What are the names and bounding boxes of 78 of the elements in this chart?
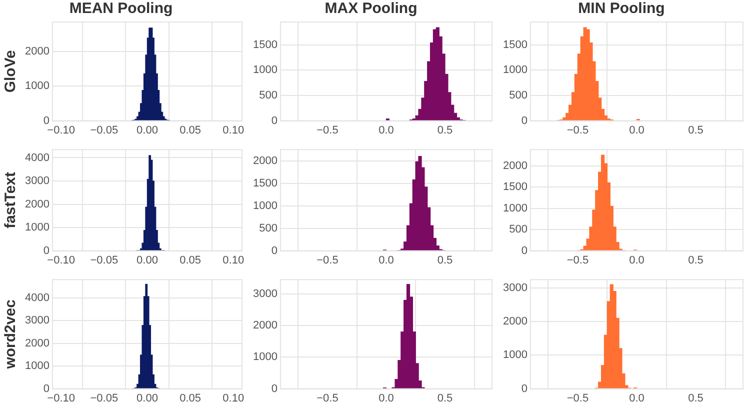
x-tick-label: 0.0 [629, 124, 644, 136]
x-tick-label: −0.10 [47, 254, 76, 266]
x-tick-label: −0.5 [566, 124, 589, 136]
y-tick-label: 0 [43, 244, 50, 257]
x-tick-label: 0.0 [378, 124, 394, 136]
y-tick-label: 0 [521, 244, 528, 257]
y-tick-label: 0 [521, 114, 528, 127]
y-tick-label: 1000 [24, 222, 50, 234]
y-tick-label: 2000 [24, 198, 50, 210]
x-tick-label: 0.5 [437, 124, 453, 136]
y-tick-label: 1000 [502, 64, 528, 76]
x-tick-label: 0.10 [222, 254, 244, 266]
x-tick-label: 0.10 [222, 124, 244, 136]
y-tick-label: 0 [271, 114, 278, 127]
y-tick-label: 2000 [252, 320, 278, 332]
y-tick-label: 2000 [24, 46, 50, 58]
x-tick-label: 0.05 [180, 124, 202, 136]
x-tick-label: 0.0 [629, 392, 644, 404]
y-tick-label: 0 [271, 382, 278, 395]
y-tick-label: 3000 [252, 288, 278, 300]
y-tick-label: 2000 [252, 154, 278, 167]
x-tick-label: −0.05 [90, 124, 118, 136]
x-tick-label: −0.10 [47, 124, 76, 136]
y-tick-label: 500 [259, 90, 278, 102]
x-tick-label: 0.00 [136, 254, 158, 266]
x-tick-label: 0.0 [629, 254, 644, 266]
x-tick-label: 0.5 [688, 254, 704, 266]
y-tick-label: 3000 [24, 175, 50, 188]
y-axis-title: GloVe [2, 50, 20, 93]
x-tick-label: 0.10 [222, 392, 244, 404]
y-tick-label: 3000 [502, 282, 528, 294]
y-tick-label: 2000 [502, 316, 528, 328]
x-tick-label: −0.05 [90, 392, 118, 404]
y-tick-label: 1000 [24, 80, 50, 92]
x-tick-label: −0.5 [316, 392, 338, 404]
x-tick-label: −0.10 [47, 392, 76, 404]
x-tick-label: 0.5 [688, 124, 704, 136]
y-tick-label: 0 [43, 382, 50, 395]
y-tick-label: 1000 [24, 360, 50, 372]
y-axis-title: word2vec [2, 300, 20, 370]
y-tick-label: 0 [271, 244, 278, 257]
chart-title: MAX Pooling [324, 0, 418, 18]
y-tick-label: 2000 [24, 337, 50, 350]
y-tick-label: 1500 [502, 181, 528, 194]
y-tick-label: 500 [509, 90, 528, 102]
y-tick-label: 500 [509, 224, 528, 236]
x-tick-label: 0.5 [688, 392, 704, 404]
y-tick-label: 1000 [502, 202, 528, 214]
x-tick-label: −0.5 [316, 254, 338, 266]
y-tick-label: 1000 [252, 351, 278, 364]
y-tick-label: 0 [43, 114, 50, 127]
x-tick-label: 0.05 [180, 254, 202, 266]
y-tick-label: 1000 [252, 64, 278, 76]
chart-title: MEAN Pooling [69, 0, 173, 18]
x-tick-label: −0.5 [316, 124, 338, 136]
y-tick-label: 4000 [24, 152, 50, 164]
x-tick-label: −0.5 [566, 392, 589, 404]
chart-title: MIN Pooling [578, 0, 665, 18]
y-tick-label: 1000 [252, 200, 278, 212]
x-tick-label: 0.0 [378, 254, 394, 266]
x-tick-label: 0.05 [180, 392, 202, 404]
x-tick-label: −0.5 [566, 254, 589, 266]
x-tick-label: 0.5 [437, 392, 453, 404]
x-tick-label: −0.05 [90, 254, 118, 266]
y-tick-label: 1500 [252, 38, 278, 51]
y-tick-label: 4000 [24, 292, 50, 304]
y-tick-label: 0 [521, 382, 528, 395]
y-axis-title: fastText [2, 172, 20, 228]
y-tick-label: 1000 [502, 349, 528, 362]
y-tick-label: 1500 [502, 38, 528, 51]
x-tick-label: 0.00 [136, 392, 158, 404]
x-tick-label: 0.00 [136, 124, 158, 136]
y-tick-label: 3000 [24, 314, 50, 327]
y-tick-label: 1500 [252, 177, 278, 190]
y-tick-label: 2000 [502, 160, 528, 172]
y-tick-label: 500 [259, 222, 278, 234]
x-tick-label: 0.0 [378, 392, 394, 404]
x-tick-label: 0.5 [437, 254, 453, 266]
